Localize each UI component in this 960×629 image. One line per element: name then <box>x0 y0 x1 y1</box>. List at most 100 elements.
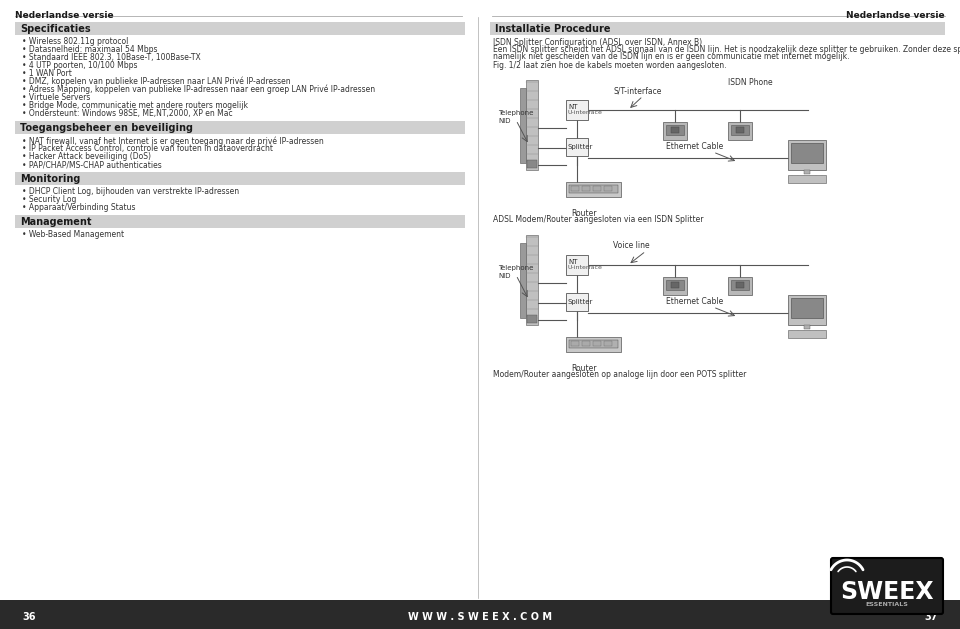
Text: • Ondersteunt: Windows 98SE, ME,NT,2000, XP en Mac: • Ondersteunt: Windows 98SE, ME,NT,2000,… <box>22 109 232 118</box>
Text: Toegangsbeheer en beveiliging: Toegangsbeheer en beveiliging <box>20 123 193 133</box>
Text: • Hacker Attack beveiliging (DoS): • Hacker Attack beveiliging (DoS) <box>22 152 151 161</box>
Bar <box>569 340 618 348</box>
Text: Nederlandse versie: Nederlandse versie <box>15 11 113 20</box>
Bar <box>527 160 537 168</box>
Text: ISDN Splitter Configuration (ADSL over ISDN, Annex B): ISDN Splitter Configuration (ADSL over I… <box>493 38 702 47</box>
Bar <box>566 100 588 120</box>
Text: Fig. 1/2 laat zien hoe de kabels moeten worden aangesloten.: Fig. 1/2 laat zien hoe de kabels moeten … <box>493 61 727 70</box>
Text: • PAP/CHAP/MS-CHAP authenticaties: • PAP/CHAP/MS-CHAP authenticaties <box>22 160 161 169</box>
Text: SWEEX: SWEEX <box>840 580 934 604</box>
Text: • DHCP Client Log, bijhouden van verstrekte IP-adressen: • DHCP Client Log, bijhouden van verstre… <box>22 187 239 196</box>
Text: • Wireless 802.11g protocol: • Wireless 802.11g protocol <box>22 37 129 46</box>
Bar <box>604 186 612 191</box>
Bar <box>731 280 749 290</box>
Text: Splitter: Splitter <box>568 299 593 305</box>
Text: Ethernet Cable: Ethernet Cable <box>666 142 723 151</box>
Bar <box>788 140 826 170</box>
Text: Installatie Procedure: Installatie Procedure <box>495 24 611 34</box>
Text: Ethernet Cable: Ethernet Cable <box>666 297 723 306</box>
Bar <box>566 182 621 197</box>
Bar <box>566 337 621 352</box>
Text: Modem/Router aangesloten op analoge lijn door een POTS splitter: Modem/Router aangesloten op analoge lijn… <box>493 370 746 379</box>
Bar <box>527 315 537 323</box>
Text: Router: Router <box>571 209 597 218</box>
Text: • Web-Based Management: • Web-Based Management <box>22 230 124 239</box>
Bar <box>604 341 612 346</box>
Bar <box>15 22 465 35</box>
Text: NT: NT <box>568 104 578 110</box>
Text: Telephone: Telephone <box>498 265 534 271</box>
Bar <box>731 125 749 135</box>
Bar <box>666 125 684 135</box>
Bar <box>593 341 601 346</box>
Text: S/T-interface: S/T-interface <box>613 86 661 95</box>
Text: ADSL Modem/Router aangesloten via een ISDN Splitter: ADSL Modem/Router aangesloten via een IS… <box>493 215 704 224</box>
Bar <box>526 235 538 325</box>
Bar <box>671 127 679 133</box>
FancyBboxPatch shape <box>831 558 943 614</box>
Bar <box>0 600 960 629</box>
Bar <box>566 255 588 275</box>
Bar <box>663 122 687 140</box>
Text: 36: 36 <box>22 612 36 622</box>
Bar <box>804 325 810 329</box>
Text: 37: 37 <box>924 612 938 622</box>
Bar <box>728 122 752 140</box>
Bar <box>671 282 679 288</box>
Text: • Bridge Mode, communicatie met andere routers mogelijk: • Bridge Mode, communicatie met andere r… <box>22 101 248 110</box>
Text: Nederlandse versie: Nederlandse versie <box>847 11 945 20</box>
Text: NID: NID <box>498 118 511 124</box>
Text: NID: NID <box>498 273 511 279</box>
Text: • NAT firewall, vanaf het Internet is er geen toegang naar de privé IP-adressen: • NAT firewall, vanaf het Internet is er… <box>22 136 324 145</box>
Text: • DMZ, koppelen van publieke IP-adressen naar LAN Privé IP-adressen: • DMZ, koppelen van publieke IP-adressen… <box>22 77 291 87</box>
Bar <box>728 277 752 295</box>
Bar <box>791 143 823 163</box>
Text: • 4 UTP poorten, 10/100 Mbps: • 4 UTP poorten, 10/100 Mbps <box>22 61 137 70</box>
Text: • Standaard IEEE 802.3, 10Base-T, 100Base-TX: • Standaard IEEE 802.3, 10Base-T, 100Bas… <box>22 53 201 62</box>
Bar <box>788 295 826 325</box>
Text: W W W . S W E E X . C O M: W W W . S W E E X . C O M <box>408 612 552 622</box>
Text: • Datasnelheid: maximaal 54 Mbps: • Datasnelheid: maximaal 54 Mbps <box>22 45 157 54</box>
Text: ISDN Phone: ISDN Phone <box>728 78 773 87</box>
Text: Router: Router <box>571 364 597 373</box>
Bar <box>736 127 744 133</box>
Text: Specificaties: Specificaties <box>20 24 90 34</box>
Text: • 1 WAN Port: • 1 WAN Port <box>22 69 72 78</box>
Text: • Security Log: • Security Log <box>22 195 77 204</box>
Text: Een ISDN splitter scheidt het ADSL signaal van de ISDN lijn. Het is noodzakelijk: Een ISDN splitter scheidt het ADSL signa… <box>493 45 960 54</box>
Bar <box>788 175 826 183</box>
Bar <box>571 186 579 191</box>
Bar <box>520 243 526 318</box>
Text: U-interface: U-interface <box>568 265 603 270</box>
Text: namelijk niet gescheiden van de ISDN lijn en is er geen communicatie met interne: namelijk niet gescheiden van de ISDN lij… <box>493 52 850 61</box>
Text: NT: NT <box>568 259 578 265</box>
Text: Telephone: Telephone <box>498 110 534 116</box>
Bar <box>582 341 590 346</box>
Bar <box>566 138 588 156</box>
Bar <box>520 88 526 163</box>
Bar <box>569 185 618 193</box>
Text: U-interface: U-interface <box>568 110 603 115</box>
Text: • Apparaat/Verbinding Status: • Apparaat/Verbinding Status <box>22 203 135 212</box>
Text: ESSENTIALS: ESSENTIALS <box>866 601 908 606</box>
Text: Monitoring: Monitoring <box>20 174 81 184</box>
Text: Management: Management <box>20 217 91 227</box>
Bar <box>526 80 538 170</box>
Bar <box>593 186 601 191</box>
Bar <box>791 298 823 318</box>
Bar <box>666 280 684 290</box>
Bar <box>582 186 590 191</box>
Bar <box>566 293 588 311</box>
Bar <box>15 215 465 228</box>
Bar <box>736 282 744 288</box>
Bar <box>788 330 826 338</box>
Bar <box>571 341 579 346</box>
Bar <box>804 170 810 174</box>
Text: Splitter: Splitter <box>568 144 593 150</box>
Bar <box>490 22 945 35</box>
Text: • Virtuele Servers: • Virtuele Servers <box>22 93 90 102</box>
Text: Voice line: Voice line <box>613 241 650 250</box>
Text: • Adress Mapping, koppelen van publieke IP-adressen naar een groep LAN Privé IP-: • Adress Mapping, koppelen van publieke … <box>22 85 375 94</box>
Bar <box>663 277 687 295</box>
Bar <box>15 121 465 134</box>
